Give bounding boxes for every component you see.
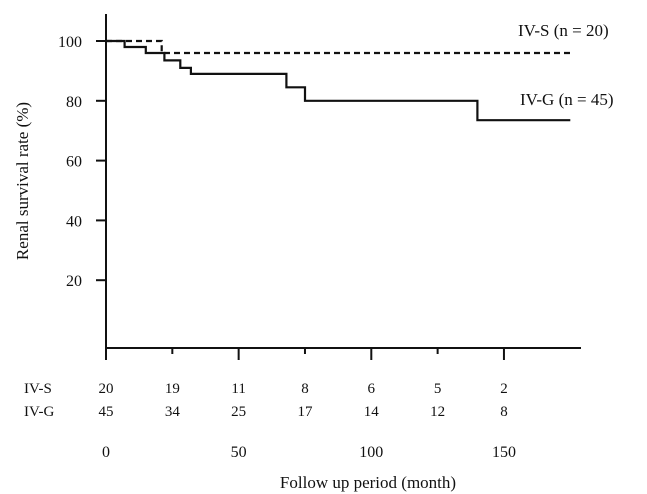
risk-cell: 11 xyxy=(231,381,245,397)
series-label-iv-g: IV-G (n = 45) xyxy=(520,90,613,109)
y-tick-label: 80 xyxy=(66,94,82,111)
y-tick-label: 20 xyxy=(66,273,82,290)
risk-cell: 12 xyxy=(430,404,445,420)
x-ticks: 0 50 100 150 xyxy=(102,348,516,461)
y-ticks: 20 40 60 80 100 xyxy=(58,34,106,290)
risk-cell: 8 xyxy=(500,404,508,420)
series-labels: IV-S (n = 20) IV-G (n = 45) xyxy=(518,21,613,109)
risk-cell: 6 xyxy=(368,381,376,397)
risk-table: IV-S 20 19 11 8 6 5 2 IV-G 45 34 25 17 14 12 8 xyxy=(24,381,508,420)
series-line-iv-s xyxy=(106,39,571,55)
risk-cell: 5 xyxy=(434,381,442,397)
x-tick-label: 150 xyxy=(492,444,516,461)
risk-cell: 20 xyxy=(99,381,114,397)
risk-cell: 2 xyxy=(500,381,508,397)
y-tick-label: 40 xyxy=(66,213,82,230)
risk-row-label: IV-G xyxy=(24,404,54,420)
x-axis-title: Follow up period (month) xyxy=(280,473,456,492)
risk-cell: 45 xyxy=(99,404,114,420)
risk-cell: 17 xyxy=(297,404,313,420)
risk-cell: 8 xyxy=(301,381,309,397)
y-axis-title: Renal survival rate (%) xyxy=(13,102,32,260)
y-tick-label: 100 xyxy=(58,34,82,51)
risk-row-label: IV-S xyxy=(24,381,52,397)
x-tick-label: 50 xyxy=(231,444,247,461)
series-line-iv-g xyxy=(106,39,571,122)
x-tick-label: 0 xyxy=(102,444,110,461)
risk-cell: 34 xyxy=(165,404,181,420)
x-tick-label: 100 xyxy=(359,444,383,461)
survival-curves xyxy=(106,39,571,122)
risk-cell: 25 xyxy=(231,404,246,420)
risk-cell: 14 xyxy=(364,404,380,420)
risk-cell: 19 xyxy=(165,381,180,397)
series-label-iv-s: IV-S (n = 20) xyxy=(518,21,609,40)
y-tick-label: 60 xyxy=(66,154,82,171)
